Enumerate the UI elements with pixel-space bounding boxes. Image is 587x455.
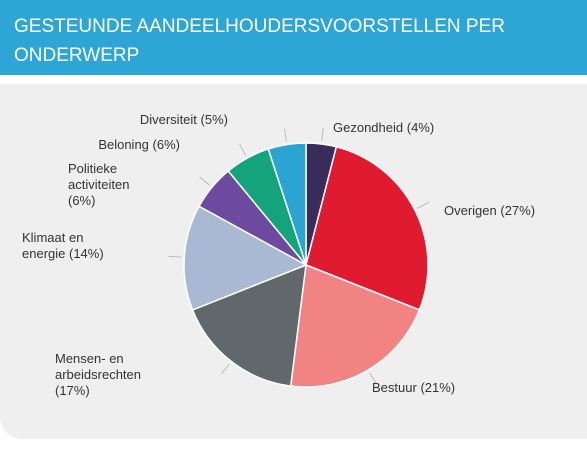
value-label: (17%) xyxy=(55,383,90,398)
value-label: (6%) xyxy=(68,193,96,208)
leader-line xyxy=(369,372,377,385)
pie-slice xyxy=(289,263,421,388)
pie-slice xyxy=(191,263,307,387)
category-label: Diversiteit xyxy=(139,112,197,127)
pie-slice xyxy=(305,145,429,311)
value-label: (6%) xyxy=(152,137,180,152)
category-label: Overigen xyxy=(444,203,497,218)
value-label: (5%) xyxy=(200,112,228,127)
slice-label: Gezondheid (4%) xyxy=(333,120,473,136)
leader-line xyxy=(417,201,430,209)
slice-label: Klimaat en energie (14%) xyxy=(22,230,112,262)
slice-label: Mensen- en arbeidsrechten (17%) xyxy=(55,351,150,399)
category-label: Mensen- en arbeidsrechten xyxy=(55,351,141,382)
category-label: Politieke activiteiten xyxy=(68,161,130,192)
slice-label: Politieke activiteiten (6%) xyxy=(68,161,148,209)
leader-line xyxy=(221,363,230,375)
chart-title: GESTEUNDE AANDEELHOUDERSVOORSTELLEN PER … xyxy=(14,16,505,66)
value-label: (27%) xyxy=(500,203,536,218)
pie-slice xyxy=(183,205,308,311)
leader-line xyxy=(239,143,247,156)
header: GESTEUNDE AANDEELHOUDERSVOORSTELLEN PER … xyxy=(0,0,587,75)
slice-label: Bestuur (21%) xyxy=(372,380,502,396)
slice-label: Beloning (6%) xyxy=(70,137,180,153)
category-label: Klimaat en energie xyxy=(22,230,84,261)
value-label: (14%) xyxy=(69,246,104,261)
leader-line xyxy=(199,176,211,186)
leader-line xyxy=(283,128,287,142)
category-label: Gezondheid xyxy=(333,120,404,135)
value-label: (4%) xyxy=(406,120,435,135)
leader-line xyxy=(321,128,324,142)
slice-label: Overigen (27%) xyxy=(444,203,574,219)
pie-slice xyxy=(267,142,307,266)
category-label: Beloning xyxy=(98,137,149,152)
slice-label: Diversiteit (5%) xyxy=(100,112,228,128)
category-label: Bestuur xyxy=(372,380,417,395)
leader-line xyxy=(168,255,182,258)
value-label: (21%) xyxy=(420,380,456,395)
